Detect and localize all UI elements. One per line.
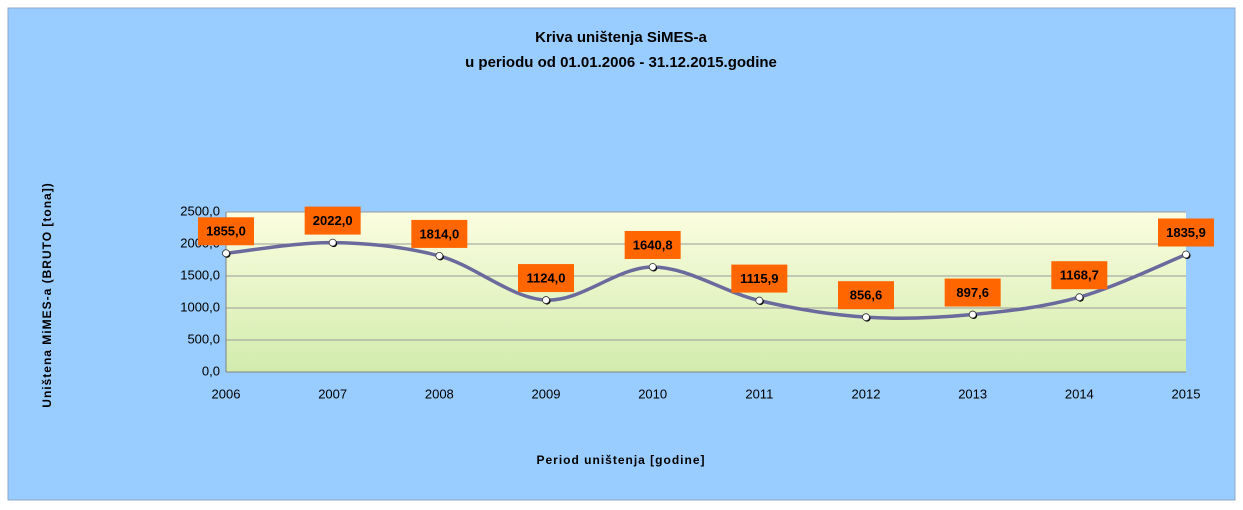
- y-tick-label: 1500,0: [180, 267, 220, 282]
- y-tick-label: 0,0: [202, 363, 220, 378]
- label-background: [624, 230, 681, 259]
- x-tick-label: 2015: [1172, 386, 1201, 401]
- label-background: [518, 264, 574, 293]
- x-tick-label: 2014: [1065, 386, 1094, 401]
- y-tick-label: 2500,0: [180, 203, 220, 218]
- data-point: [648, 263, 657, 271]
- label-background: [1158, 218, 1214, 247]
- x-tick-label: 2008: [425, 386, 454, 401]
- x-tick-label: 2009: [532, 386, 561, 401]
- data-point: [862, 313, 870, 322]
- y-tick-label: 1000,0: [180, 299, 220, 314]
- chart-subtitle: u periodu od 01.01.2006 - 31.12.2015.god…: [465, 54, 777, 71]
- x-tick-label: 2006: [212, 386, 241, 401]
- data-point: [542, 296, 550, 304]
- data-point: [1075, 293, 1084, 302]
- y-axis-title: Uništena MiMES-a (BRUTO [tona]): [40, 182, 54, 407]
- x-tick-label: 2012: [852, 386, 881, 401]
- x-tick-label: 2011: [745, 386, 773, 401]
- label-background: [1051, 261, 1108, 290]
- data-label: 2022,0: [313, 213, 353, 228]
- label-background: [731, 264, 788, 293]
- data-label: 1168,7: [1060, 268, 1099, 283]
- label-background: [304, 206, 361, 235]
- data-label: 1814,0: [419, 226, 459, 241]
- data-point: [1182, 250, 1190, 259]
- plot-area: [226, 212, 1186, 372]
- data-point: [222, 249, 230, 258]
- data-point: [968, 310, 977, 319]
- x-tick-label: 2010: [638, 386, 667, 401]
- data-point: [328, 238, 337, 247]
- x-tick-label: 2013: [958, 386, 987, 401]
- chart-title: Kriva uništenja SiMES-a: [535, 29, 707, 46]
- label-background: [944, 278, 1001, 307]
- data-label: 856,6: [850, 288, 883, 303]
- data-point: [755, 296, 764, 305]
- label-background: [198, 217, 254, 246]
- x-axis-title: Period uništenja [godine]: [536, 453, 705, 467]
- label-background: [838, 281, 894, 310]
- y-tick-label: 500,0: [187, 331, 220, 346]
- data-label: 1640,8: [633, 237, 673, 252]
- label-background: [411, 219, 468, 248]
- data-label: 1115,9: [740, 271, 778, 286]
- data-line: [225, 240, 1187, 321]
- data-label: 1124,0: [526, 271, 565, 286]
- x-tick-label: 2007: [318, 386, 347, 401]
- data-label: 1855,0: [206, 224, 246, 239]
- data-point: [435, 252, 444, 260]
- data-label: 1835,9: [1166, 225, 1206, 240]
- data-label: 897,6: [956, 285, 989, 300]
